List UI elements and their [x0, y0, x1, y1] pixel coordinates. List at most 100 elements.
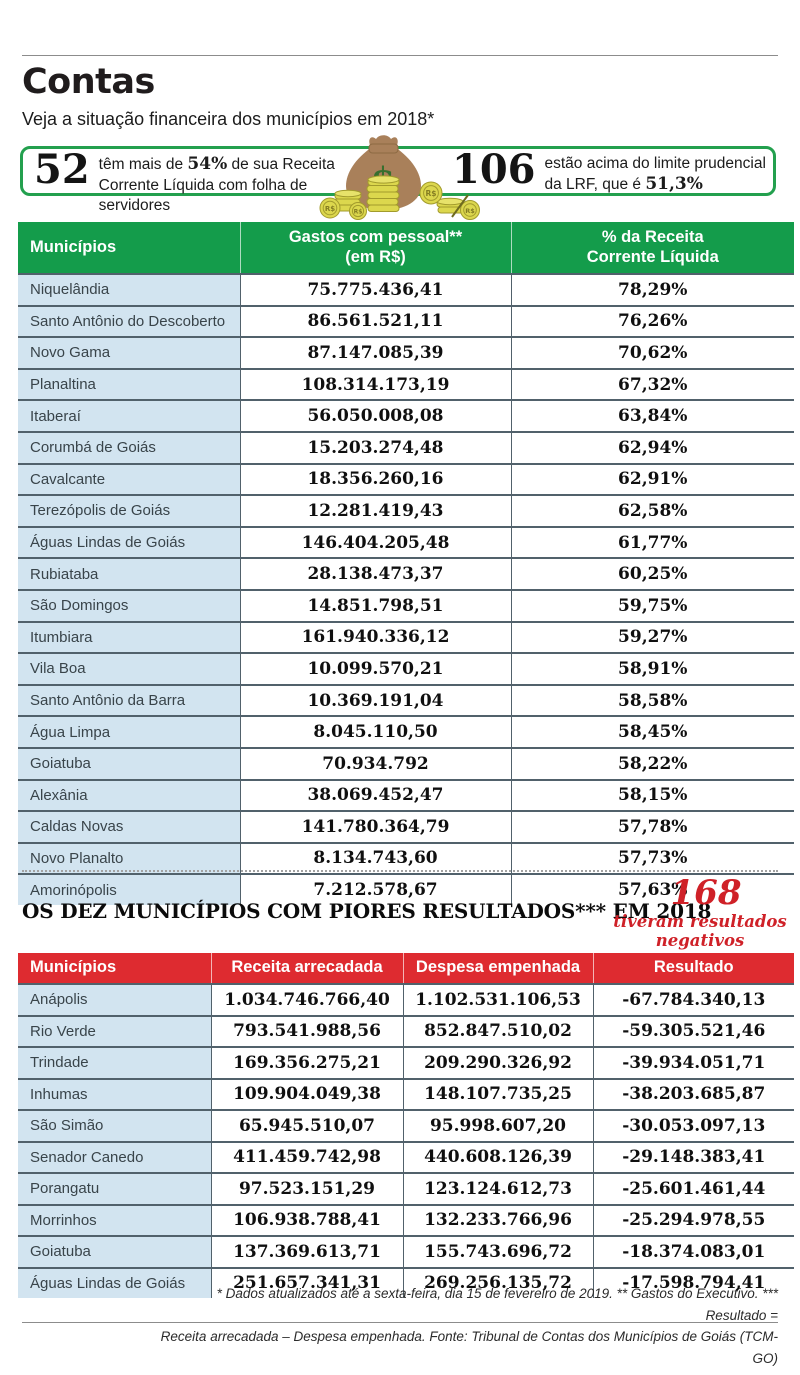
- stat-prudential-number: 106: [452, 146, 536, 193]
- table-row: São Domingos 14.851.798,51 59,75%: [18, 588, 794, 622]
- coins-icon: R$ R$ R$ R$: [319, 175, 480, 220]
- page-subtitle: Veja a situação financeira dos município…: [22, 109, 435, 129]
- negative-results-count: 168: [670, 873, 742, 913]
- table-row: Goiatuba 70.934.792 58,22%: [18, 746, 794, 780]
- personnel-spending-table: Municípios Gastos com pessoal** (em R$) …: [18, 222, 794, 905]
- stat-payroll: 52 têm mais de 54% de sua Receita Corren…: [34, 146, 364, 215]
- revenue-cell: 793.541.988,56: [210, 1014, 403, 1047]
- spending-cell: 146.404.205,48: [239, 525, 511, 559]
- spending-cell: 87.147.085,39: [239, 336, 511, 369]
- table1-header-row: Municípios Gastos com pessoal** (em R$) …: [18, 222, 794, 274]
- stat-prudential-text: estão acima do limite prudencial da LRF,…: [545, 151, 773, 196]
- municipality-cell: Porangatu: [18, 1172, 211, 1205]
- municipality-cell: Amorinópolis: [18, 873, 240, 905]
- percent-cell: 62,91%: [510, 462, 794, 496]
- municipality-cell: Alexânia: [18, 778, 240, 812]
- stat-payroll-text-bold: 54%: [187, 154, 228, 174]
- revenue-cell: 1.034.746.766,40: [210, 983, 403, 1016]
- municipality-cell: Itaberaí: [18, 399, 240, 432]
- spending-cell: 38.069.452,47: [239, 778, 511, 812]
- money-bag-icon: $: [319, 135, 480, 220]
- table-row: Rubiataba 28.138.473,37 60,25%: [18, 557, 794, 590]
- percent-cell: 78,29%: [510, 273, 794, 306]
- column-header-gastos-line1: Gastos com pessoal**: [288, 227, 463, 246]
- column-header-resultado: Resultado: [592, 953, 794, 984]
- column-header-percent-line2: Corrente Líquida: [586, 247, 719, 266]
- expense-cell: 1.102.531.106,53: [402, 983, 593, 1016]
- stat-prudential-text-before: estão acima do limite prudencial da LRF,…: [544, 155, 766, 193]
- percent-cell: 62,94%: [510, 430, 794, 464]
- spending-cell: 10.369.191,04: [239, 683, 511, 717]
- spending-cell: 15.203.274,48: [239, 430, 511, 464]
- svg-text:R$: R$: [465, 207, 475, 215]
- table-row: Amorinópolis 7.212.578,67 57,63%: [18, 873, 794, 905]
- spending-cell: 18.356.260,16: [239, 462, 511, 496]
- spending-cell: 10.099.570,21: [239, 652, 511, 685]
- municipality-cell: Anápolis: [18, 983, 211, 1016]
- percent-cell: 61,77%: [510, 525, 794, 559]
- expense-cell: 155.743.696,72: [402, 1235, 593, 1268]
- spending-cell: 70.934.792: [239, 746, 511, 780]
- page-title: Contas: [22, 62, 155, 102]
- percent-cell: 60,25%: [510, 557, 794, 590]
- percent-cell: 58,45%: [510, 715, 794, 748]
- footnote-line2: Receita arrecadada – Despesa empenhada. …: [160, 1329, 778, 1366]
- revenue-cell: 65.945.510,07: [210, 1109, 403, 1142]
- spending-cell: 161.940.336,12: [239, 620, 511, 654]
- section2-title: OS DEZ MUNICÍPIOS COM PIORES RESULTADOS*…: [22, 899, 712, 923]
- municipality-cell: Goiatuba: [18, 1235, 211, 1268]
- table-row: Águas Lindas de Goiás 251.657.341,31 269…: [18, 1266, 794, 1298]
- expense-cell: 209.290.326,92: [402, 1046, 593, 1079]
- municipality-cell: Corumbá de Goiás: [18, 430, 240, 464]
- revenue-cell: 251.657.341,31: [210, 1266, 403, 1298]
- expense-cell: 440.608.126,39: [402, 1140, 593, 1173]
- expense-cell: 123.124.612,73: [402, 1172, 593, 1205]
- spending-cell: 56.050.008,08: [239, 399, 511, 432]
- column-header-percent-rcl: % da Receita Corrente Líquida: [510, 222, 794, 274]
- table-row: Novo Planalto 8.134.743,60 57,73%: [18, 841, 794, 875]
- percent-cell: 62,58%: [510, 494, 794, 527]
- result-cell: -30.053.097,13: [592, 1109, 794, 1142]
- spending-cell: 108.314.173,19: [239, 367, 511, 401]
- expense-cell: 132.233.766,96: [402, 1203, 593, 1236]
- municipality-cell: São Domingos: [18, 588, 240, 622]
- table-row: Águas Lindas de Goiás 146.404.205,48 61,…: [18, 525, 794, 559]
- table-row: Cavalcante 18.356.260,16 62,91%: [18, 462, 794, 496]
- table-row: Morrinhos 106.938.788,41 132.233.766,96 …: [18, 1203, 794, 1236]
- percent-cell: 70,62%: [510, 336, 794, 369]
- table-row: Alexânia 38.069.452,47 58,15%: [18, 778, 794, 812]
- stat-payroll-text-after: de sua Receita Corrente Líquida com folh…: [98, 156, 335, 214]
- stat-prudential-text-bold: 51,3%: [645, 173, 703, 194]
- municipality-cell: Santo Antônio da Barra: [18, 683, 240, 717]
- table-row: Novo Gama 87.147.085,39 70,62%: [18, 336, 794, 369]
- spending-cell: 7.212.578,67: [239, 873, 511, 905]
- stat-payroll-number: 52: [34, 146, 90, 193]
- spending-cell: 75.775.436,41: [239, 273, 511, 306]
- table-row: Água Limpa 8.045.110,50 58,45%: [18, 715, 794, 748]
- svg-text:R$: R$: [325, 205, 335, 213]
- percent-cell: 58,22%: [510, 746, 794, 780]
- spending-cell: 8.134.743,60: [239, 841, 511, 875]
- table-row: São Simão 65.945.510,07 95.998.607,20 -3…: [18, 1109, 794, 1142]
- percent-cell: 57,73%: [510, 841, 794, 875]
- percent-cell: 59,75%: [510, 588, 794, 622]
- svg-text:R$: R$: [426, 189, 437, 198]
- revenue-cell: 106.938.788,41: [210, 1203, 403, 1236]
- result-cell: -17.598.794,41: [592, 1266, 794, 1298]
- municipality-cell: Terezópolis de Goiás: [18, 494, 240, 527]
- percent-cell: 63,84%: [510, 399, 794, 432]
- municipality-cell: Morrinhos: [18, 1203, 211, 1236]
- municipality-cell: Niquelândia: [18, 273, 240, 306]
- table-row: Itumbiara 161.940.336,12 59,27%: [18, 620, 794, 654]
- table-row: Planaltina 108.314.173,19 67,32%: [18, 367, 794, 401]
- worst-results-table: Municípios Receita arrecadada Despesa em…: [18, 953, 794, 1298]
- municipality-cell: Senador Canedo: [18, 1140, 211, 1173]
- spending-cell: 28.138.473,37: [239, 557, 511, 590]
- revenue-cell: 169.356.275,21: [210, 1046, 403, 1079]
- table-row: Corumbá de Goiás 15.203.274,48 62,94%: [18, 430, 794, 464]
- revenue-cell: 97.523.151,29: [210, 1172, 403, 1205]
- municipality-cell: Novo Gama: [18, 336, 240, 369]
- municipality-cell: Rubiataba: [18, 557, 240, 590]
- stat-payroll-text-before: têm mais de: [98, 156, 188, 173]
- percent-cell: 58,91%: [510, 652, 794, 685]
